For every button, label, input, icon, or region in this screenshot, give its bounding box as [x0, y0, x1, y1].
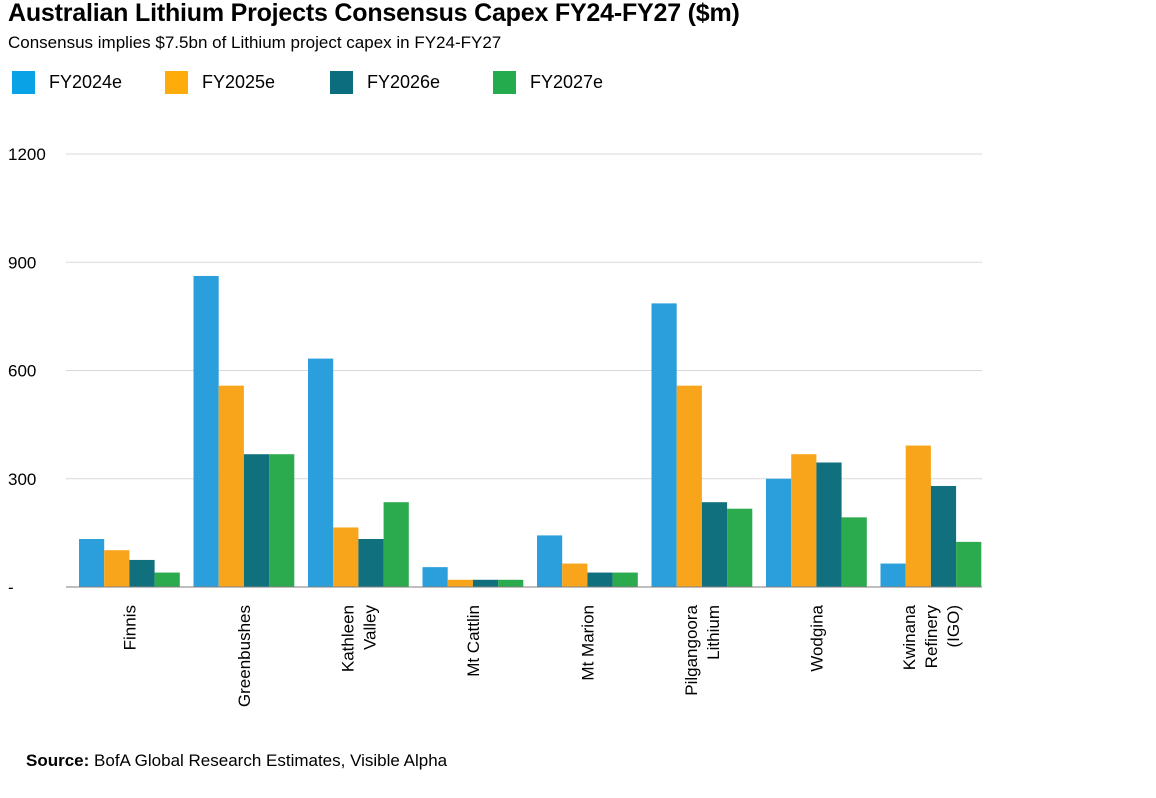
chart-subtitle: Consensus implies $7.5bn of Lithium proj… [8, 33, 502, 52]
bar-fy2026e-6 [816, 462, 842, 587]
bar-fy2024e-5 [651, 303, 677, 587]
legend-label-fy2027e: FY2027e [530, 72, 604, 92]
bar-fy2024e-0 [79, 539, 105, 587]
source-note: Source: BofA Global Research Estimates, … [26, 751, 447, 771]
x-category-label-0: Finnis [120, 605, 139, 650]
x-category-label-line: Mt Cattlin [464, 605, 483, 677]
x-category-label-7: Kwinana Refinery (IGO) [900, 604, 963, 670]
x-category-label-line: Refinery [922, 605, 941, 669]
bar-fy2025e-4 [562, 563, 588, 587]
x-category-label-line: Kwinana [900, 604, 919, 670]
bar-fy2027e-6 [841, 517, 867, 587]
bar-fy2025e-0 [104, 550, 130, 587]
legend: FY2024e FY2025e FY2026e FY2027e [12, 70, 712, 96]
x-category-label-line: Lithium [704, 605, 723, 660]
bar-fy2026e-2 [358, 539, 384, 587]
x-category-label-3: Mt Cattlin [464, 605, 483, 677]
bar-fy2027e-5 [727, 508, 753, 587]
legend-label-fy2024e: FY2024e [49, 72, 123, 92]
bar-fy2026e-7 [930, 485, 957, 587]
x-category-label-line: Greenbushes [235, 605, 254, 707]
legend-swatch-fy2027e [493, 71, 516, 94]
bar-fy2026e-5 [701, 502, 728, 587]
legend-swatch-fy2025e [165, 71, 188, 94]
bar-fy2024e-4 [537, 535, 563, 587]
bar-fy2027e-2 [383, 502, 409, 587]
bar-fy2024e-2 [308, 358, 334, 587]
bar-fy2027e-1 [269, 454, 295, 587]
y-tick-label-2: 600 [8, 362, 36, 381]
legend-swatch-fy2026e [330, 71, 353, 94]
bar-fy2026e-1 [243, 454, 270, 587]
y-tick-label-4: 1200 [8, 145, 46, 164]
bar-fy2025e-5 [676, 385, 702, 587]
bar-fy2024e-1 [193, 275, 219, 587]
bar-fy2024e-3 [422, 567, 448, 587]
bar-fy2026e-0 [129, 559, 155, 587]
x-category-label-line: Finnis [120, 605, 139, 650]
bar-fy2025e-7 [905, 445, 931, 587]
y-tick-label-0: - [8, 578, 14, 597]
x-category-label-line: Pilgangoora [682, 604, 701, 695]
x-category-label-line: (IGO) [944, 605, 963, 648]
source-label: Source: [26, 751, 90, 770]
x-category-label-line: Mt Marion [578, 605, 597, 681]
bar-fy2026e-3 [472, 579, 499, 587]
bar-fy2024e-6 [766, 478, 792, 587]
legend-label-fy2026e: FY2026e [367, 72, 441, 92]
bar-fy2025e-6 [791, 454, 817, 587]
source-text: BofA Global Research Estimates, Visible … [89, 751, 448, 770]
chart-title: Australian Lithium Projects Consensus Ca… [8, 0, 740, 27]
legend-label-fy2025e: FY2025e [202, 72, 276, 92]
bar-fy2027e-7 [956, 541, 982, 587]
legend-swatch-fy2024e [12, 71, 35, 94]
x-category-label-line: Wodgina [807, 604, 826, 671]
x-category-label-line: Valley [360, 605, 379, 651]
x-category-label-1: Greenbushes [235, 605, 254, 707]
bar-fy2025e-3 [447, 579, 473, 587]
y-tick-label-3: 900 [8, 253, 36, 272]
bar-chart: - 300 600 900 1200 Finnis Greenbushes Kathleen V… [8, 145, 982, 707]
bar-fy2027e-3 [498, 579, 524, 587]
bar-fy2024e-7 [880, 563, 906, 587]
bar-fy2027e-0 [154, 572, 180, 587]
y-tick-label-1: 300 [8, 470, 36, 489]
bar-fy2025e-2 [333, 527, 359, 587]
bar-fy2027e-4 [612, 572, 638, 587]
bar-fy2026e-4 [587, 572, 613, 587]
x-category-label-4: Mt Marion [578, 605, 597, 681]
x-category-label-line: Kathleen [338, 605, 357, 672]
bar-fy2025e-1 [218, 385, 244, 587]
x-category-label-2: Kathleen Valley [338, 605, 379, 673]
x-category-label-5: Pilgangoora Lithium [682, 604, 723, 695]
x-category-label-6: Wodgina [807, 604, 826, 671]
